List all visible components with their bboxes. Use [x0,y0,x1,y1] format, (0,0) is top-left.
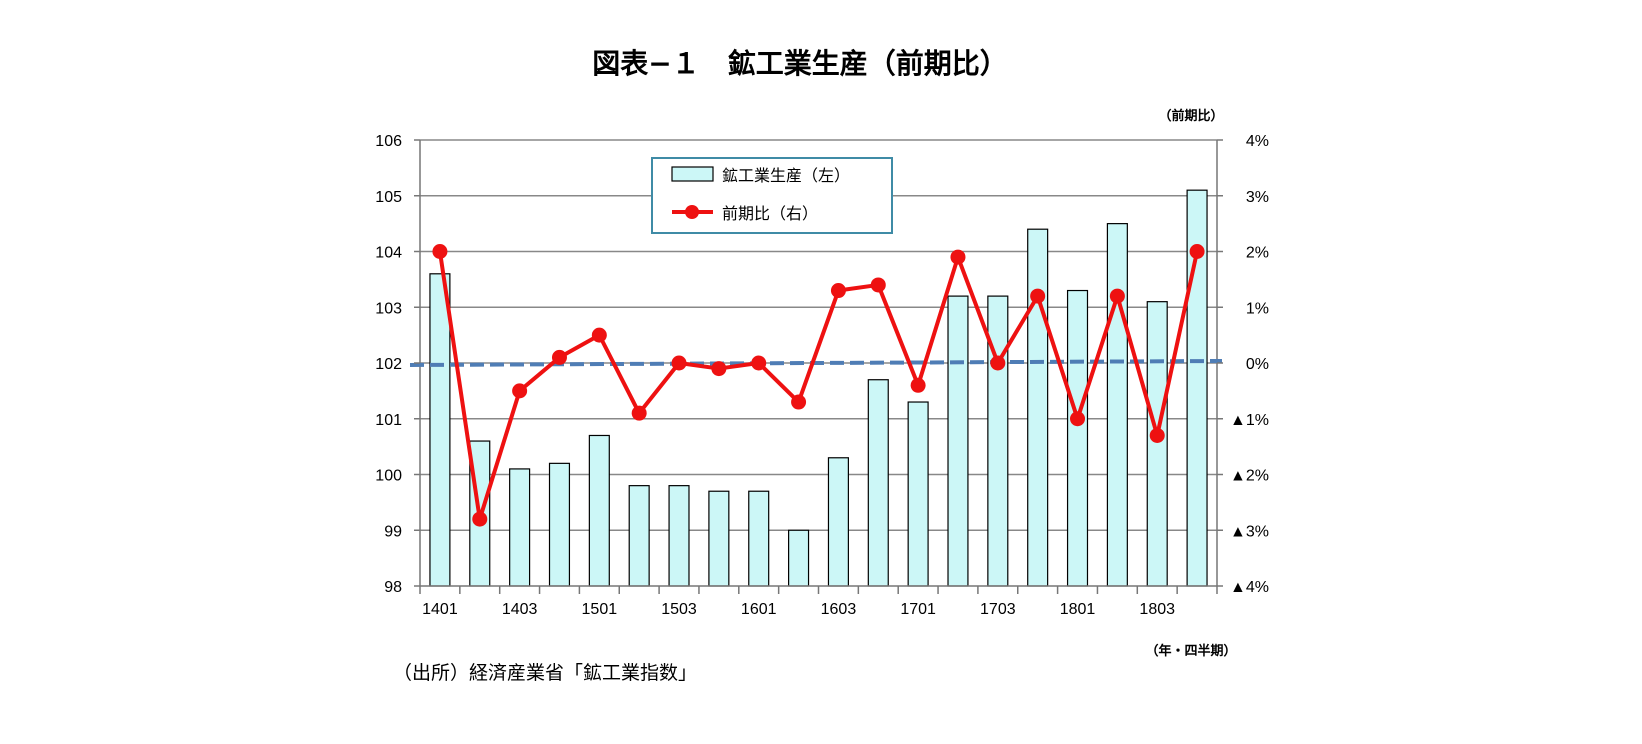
x-tick-label: 1501 [582,601,618,618]
x-tick-label: 1701 [900,601,936,618]
bar [588,434,610,587]
bar [1106,223,1128,587]
line-point [870,277,886,293]
line-path [437,251,1200,522]
x-tick-label: 1601 [741,601,777,618]
line-point [591,327,607,343]
x-tick-label: 1803 [1139,601,1175,618]
bar [1146,301,1168,587]
bar [827,457,849,587]
bar [907,401,929,587]
line-point [1070,411,1086,427]
right-tick-label: 3% [1246,189,1269,206]
right-tick-label: ▲4% [1230,579,1269,596]
legend-bar-label: 鉱工業生産（左） [722,166,850,185]
bar [628,485,650,587]
zero-line [409,359,1223,367]
bar-series [429,189,1208,587]
bar [788,529,810,587]
bar [748,490,770,587]
line-point [472,511,488,527]
line-point [512,383,528,399]
right-tick-label: ▲3% [1230,523,1269,540]
left-tick-label: 99 [384,523,402,540]
bar [708,490,730,587]
right-tick-label: ▲2% [1230,468,1269,485]
line-point [671,355,687,371]
line-point [631,405,647,421]
left-tick-label: 98 [384,579,402,596]
x-tick-label: 1603 [821,601,857,618]
left-tick-label: 105 [375,189,402,206]
left-tick-label: 100 [375,468,402,485]
line-point [751,355,767,371]
line-point [711,361,727,377]
bar [548,462,571,587]
right-tick-label: 4% [1246,133,1269,150]
right-tick-label: 0% [1246,356,1269,373]
right-tick-label: 1% [1246,300,1269,317]
x-tick-label: 1801 [1060,601,1096,618]
left-tick-label: 103 [375,300,402,317]
line-point [910,377,926,393]
line-point [1109,288,1125,304]
line-point [950,249,966,265]
line-point [830,283,846,299]
right-axis-ticks: ▲4% ▲3% ▲2% ▲1% 0% 1% 2% 3% 4% [1217,133,1269,596]
x-tick-label: 1403 [502,601,538,618]
left-tick-label: 106 [375,133,402,150]
line-point [551,349,567,365]
line-point [990,355,1006,371]
line-point [432,244,448,259]
bar [429,273,451,587]
right-tick-label: ▲1% [1230,412,1269,429]
line-point [1030,288,1046,304]
left-tick-label: 101 [375,412,402,429]
line-series [432,244,1205,527]
bar [1027,228,1049,587]
right-axis-unit-label: （前期比） [1158,108,1223,124]
x-tick-label: 1401 [422,601,458,618]
bar [509,468,531,587]
x-tick-label: 1503 [661,601,697,618]
left-axis-ticks: 98 99 100 101 102 103 104 105 106 [375,133,420,596]
x-axis-ticks: 1401 1403 1501 1503 1601 1603 1701 1703 1801 1803 [419,586,1218,618]
legend-bar-swatch [671,166,714,182]
x-tick-label: 1703 [980,601,1016,618]
legend-line-marker [685,205,699,219]
left-tick-label: 104 [375,245,402,262]
x-axis-unit-label: （年・四半期） [1145,643,1236,659]
bar [947,295,969,587]
right-tick-label: 2% [1246,245,1269,262]
left-tick-label: 102 [375,356,402,373]
line-point [1189,244,1205,259]
line-point [791,394,807,410]
line-point [1149,427,1165,443]
source-note: （出所）経済産業省「鉱工業指数」 [393,662,697,684]
bar [1066,289,1089,587]
chart-title: 図表−１ 鉱工業生産（前期比） [592,47,1007,80]
zero-reference-line [409,359,1223,367]
bar [668,485,690,587]
bar [867,379,889,587]
legend-line-label: 前期比（右） [722,204,818,223]
legend: 鉱工業生産（左） 前期比（右） [651,157,893,234]
